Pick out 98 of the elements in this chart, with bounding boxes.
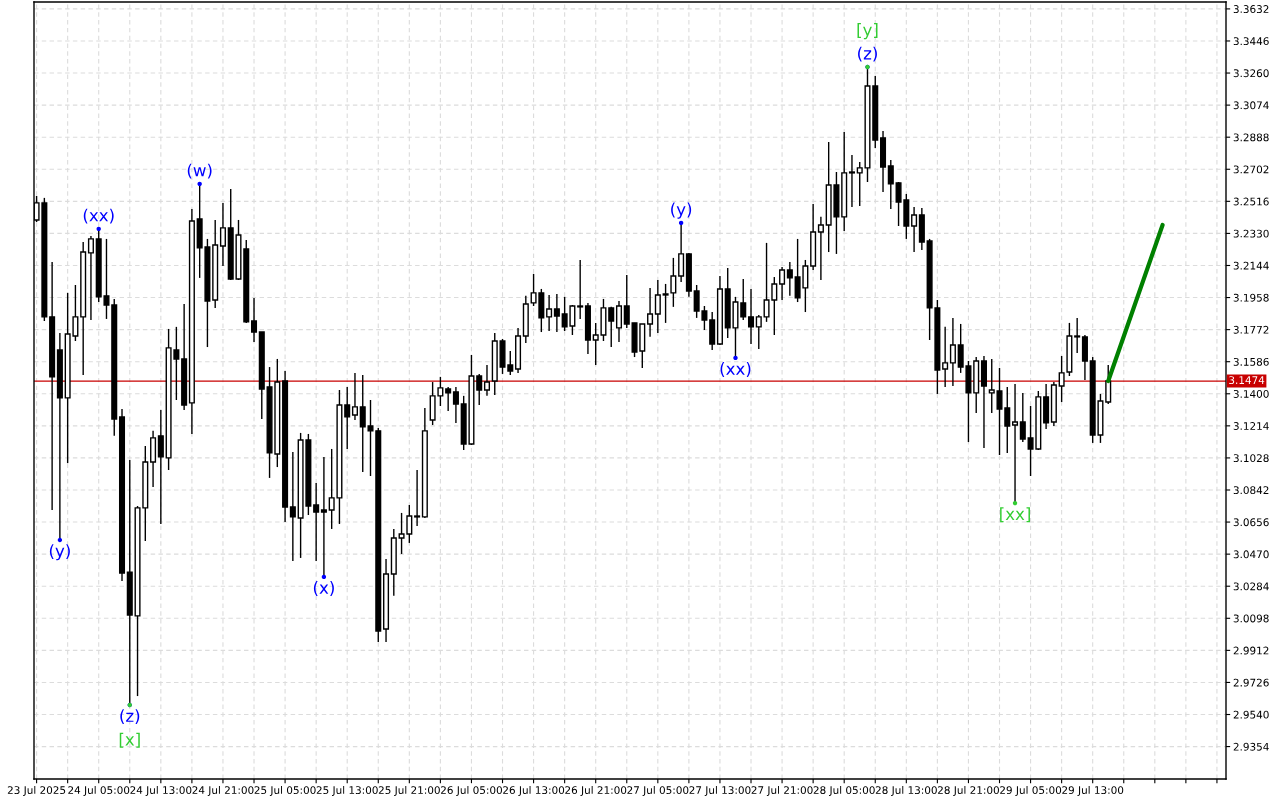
- x-tick-label: 26 Jul 21:00: [565, 785, 627, 796]
- point: [57, 537, 63, 543]
- y-tick-label: 3.2516: [1233, 197, 1269, 206]
- x-tick-label: 28 Jul 05:00: [813, 785, 875, 796]
- x-tick-label: 27 Jul 13:00: [689, 785, 751, 796]
- x-tick-label: 28 Jul 13:00: [875, 785, 937, 796]
- candlestick: [949, 317, 956, 387]
- candlestick: [1012, 383, 1019, 504]
- y-tick-label: 3.1958: [1233, 293, 1269, 302]
- candlestick: [577, 259, 584, 320]
- point: [321, 574, 327, 580]
- data-label: (xx): [720, 362, 751, 377]
- y-tick-label: 3.2144: [1233, 261, 1269, 270]
- candlestick: [351, 372, 358, 421]
- candlestick: [779, 266, 786, 301]
- candlestick: [313, 482, 320, 562]
- data-label: (xx): [83, 208, 114, 224]
- candlestick: [911, 206, 918, 253]
- candlestick: [476, 373, 483, 406]
- candlestick: [452, 386, 459, 424]
- candlestick: [942, 326, 949, 388]
- data-label: (x): [313, 581, 334, 596]
- y-tick-label: 3.0656: [1233, 518, 1269, 527]
- y-tick-label: 3.2330: [1233, 229, 1269, 238]
- y-tick-label: 2.9354: [1233, 742, 1269, 751]
- y-tick-label: 3.3632: [1233, 5, 1269, 13]
- x-tick-label: 28 Jul 21:00: [937, 785, 999, 796]
- y-tick-label: 3.1028: [1233, 454, 1269, 463]
- candlestick: [623, 274, 630, 329]
- y-tick-label: 2.9726: [1233, 678, 1269, 687]
- x-tick-label: 25 Jul 21:00: [378, 785, 440, 796]
- point: [96, 226, 101, 232]
- candlestick: [747, 288, 755, 345]
- candlestick: [1019, 392, 1026, 443]
- y-tick-label: 3.3446: [1233, 37, 1269, 46]
- y-tick-label: 2.9540: [1233, 710, 1269, 719]
- candlestick: [483, 364, 491, 397]
- candlestick: [344, 386, 351, 450]
- candlestick: [250, 297, 258, 343]
- candlestick: [445, 386, 452, 412]
- data-label: [x]: [119, 732, 140, 748]
- data-label: (z): [120, 709, 140, 725]
- x-tick-label: 25 Jul 13:00: [316, 785, 378, 796]
- x-tick-label: 26 Jul 05:00: [440, 785, 502, 796]
- candlestick: [219, 202, 226, 267]
- candlestick: [817, 216, 824, 281]
- point: [197, 181, 202, 187]
- y-tick-label: 3.3074: [1233, 101, 1269, 110]
- candlestick: [848, 154, 855, 208]
- data-label: (z): [858, 46, 877, 62]
- y-tick-label: 3.1586: [1233, 357, 1269, 366]
- data-label: (w): [187, 163, 212, 179]
- candlestick: [553, 293, 560, 333]
- candlestick: [786, 261, 793, 297]
- candlestick: [289, 451, 296, 562]
- candlestick: [654, 279, 661, 334]
- ref-line-label: 3.1474: [1229, 376, 1265, 385]
- x-tick-label: 27 Jul 21:00: [751, 785, 813, 796]
- candlestick: [755, 314, 762, 350]
- y-tick-label: 3.1400: [1233, 390, 1269, 398]
- y-tick-label: 3.3260: [1233, 69, 1269, 78]
- x-tick-label: 23 Jul 2025: [7, 785, 66, 796]
- candlestick: [414, 469, 421, 527]
- candlestick: [320, 456, 327, 578]
- candlestick: [647, 287, 654, 338]
- point: [1012, 500, 1018, 506]
- y-tick-label: 3.0098: [1233, 614, 1269, 623]
- y-tick-label: 2.9912: [1233, 646, 1269, 655]
- x-tick-label: 26 Jul 13:00: [503, 785, 565, 796]
- candlestick: [615, 300, 623, 343]
- candlestick: [546, 294, 553, 332]
- data-label: [xx]: [1000, 507, 1030, 523]
- point: [678, 220, 684, 226]
- candlestick: [678, 222, 685, 283]
- y-tick-label: 3.1214: [1233, 422, 1269, 430]
- y-tick-label: 3.0284: [1233, 582, 1269, 591]
- candlestick: [709, 311, 716, 351]
- data-label: (y): [49, 544, 70, 561]
- x-tick-label: 25 Jul 05:00: [254, 785, 316, 796]
- data-label: (y): [671, 202, 692, 219]
- y-tick-label: 3.1772: [1233, 325, 1269, 334]
- point: [733, 355, 738, 361]
- candlestick: [608, 306, 615, 348]
- x-tick-label: 27 Jul 05:00: [627, 785, 689, 796]
- candlestick: [1074, 317, 1081, 354]
- candlestick: [887, 159, 894, 210]
- y-tick-label: 3.2702: [1233, 165, 1269, 174]
- x-tick-label: 24 Jul 05:00: [68, 785, 130, 796]
- data-label: [y]: [857, 23, 878, 40]
- y-tick-label: 3.0842: [1233, 486, 1269, 495]
- y-tick-label: 3.2888: [1233, 133, 1269, 142]
- y-tick-label: 3.0470: [1233, 550, 1269, 559]
- candlestick: [157, 409, 164, 525]
- x-tick-label: 29 Jul 13:00: [1062, 785, 1124, 796]
- x-tick-label: 29 Jul 05:00: [1000, 785, 1062, 796]
- x-tick-label: 24 Jul 21:00: [192, 785, 254, 796]
- candlestick: [87, 235, 94, 321]
- x-tick-label: 24 Jul 13:00: [130, 785, 192, 796]
